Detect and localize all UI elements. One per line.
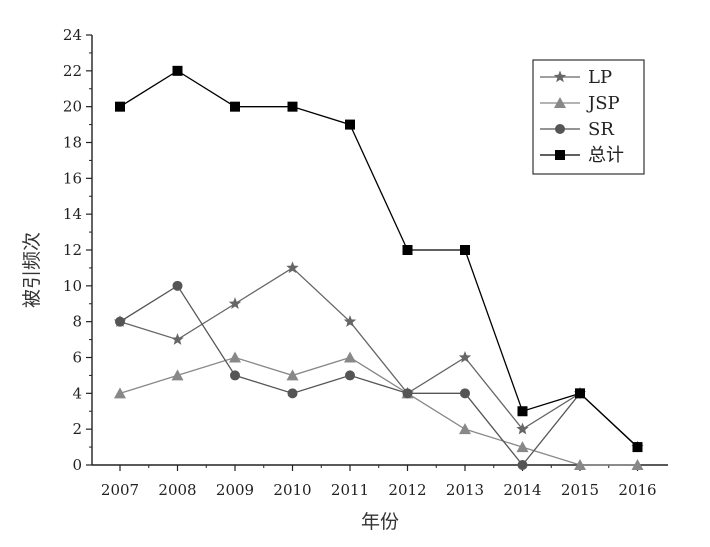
data-point bbox=[402, 388, 413, 399]
y-tick-label: 18 bbox=[63, 134, 82, 152]
legend-marker bbox=[555, 124, 565, 134]
data-point bbox=[343, 315, 357, 327]
data-point bbox=[402, 245, 413, 255]
x-tick-label: 2012 bbox=[388, 481, 426, 499]
data-point bbox=[115, 316, 125, 327]
data-point bbox=[345, 119, 355, 130]
y-tick-label: 6 bbox=[72, 349, 82, 367]
data-point bbox=[517, 406, 528, 417]
legend-label: LP bbox=[588, 67, 612, 88]
data-point bbox=[460, 388, 470, 399]
y-tick-label: 24 bbox=[63, 26, 82, 44]
y-tick-label: 2 bbox=[72, 420, 82, 438]
chart-series bbox=[113, 65, 644, 470]
data-point bbox=[458, 351, 472, 363]
y-tick-label: 4 bbox=[72, 384, 82, 402]
legend-label: 总计 bbox=[588, 145, 624, 166]
x-tick-label: 2009 bbox=[216, 481, 254, 499]
data-point bbox=[172, 65, 183, 76]
y-tick-label: 0 bbox=[72, 456, 82, 474]
x-tick-label: 2014 bbox=[503, 481, 541, 499]
data-point bbox=[286, 261, 299, 274]
data-point bbox=[460, 245, 470, 255]
legend-item: SR bbox=[540, 119, 614, 140]
series-2 bbox=[114, 351, 644, 470]
data-point bbox=[115, 101, 125, 112]
x-tick-label: 2016 bbox=[618, 481, 656, 499]
y-axis-title: 被引频次 bbox=[21, 232, 43, 308]
x-tick-label: 2013 bbox=[446, 481, 484, 499]
y-tick-label: 12 bbox=[63, 241, 82, 259]
x-tick-label: 2008 bbox=[158, 481, 196, 499]
data-point bbox=[286, 369, 299, 381]
legend-item: LP bbox=[540, 67, 612, 88]
x-axis-title: 年份 bbox=[361, 511, 399, 533]
data-point bbox=[172, 280, 183, 291]
data-point bbox=[516, 422, 529, 435]
data-point bbox=[229, 351, 241, 363]
legend-label: JSP bbox=[586, 93, 620, 114]
data-point bbox=[345, 370, 355, 381]
series-1 bbox=[113, 261, 644, 453]
data-point bbox=[171, 333, 184, 345]
data-point bbox=[575, 388, 585, 399]
x-tick-label: 2010 bbox=[273, 481, 311, 499]
data-point bbox=[574, 459, 586, 470]
y-tick-label: 10 bbox=[63, 277, 82, 295]
series-line bbox=[119, 356, 638, 466]
data-point bbox=[344, 351, 356, 363]
y-tick-label: 16 bbox=[63, 169, 82, 187]
y-tick-label: 22 bbox=[63, 62, 82, 80]
y-tick-label: 8 bbox=[72, 313, 82, 331]
data-point bbox=[287, 388, 298, 399]
legend-marker bbox=[554, 97, 566, 108]
data-point bbox=[631, 459, 644, 470]
chart-legend: LP JSP SR 总计 bbox=[532, 59, 645, 175]
data-point bbox=[171, 369, 184, 381]
legend-item: 总计 bbox=[540, 145, 624, 166]
data-point bbox=[459, 423, 471, 435]
data-point bbox=[516, 441, 529, 453]
series-line bbox=[119, 70, 638, 448]
x-tick-label: 2007 bbox=[101, 481, 139, 499]
y-tick-label: 20 bbox=[63, 98, 82, 116]
data-point bbox=[287, 101, 298, 112]
data-point bbox=[632, 442, 643, 453]
legend-marker bbox=[553, 70, 567, 83]
data-point bbox=[228, 297, 242, 310]
data-point bbox=[230, 370, 240, 381]
series-line bbox=[119, 267, 638, 448]
data-point bbox=[517, 460, 528, 470]
y-tick-label: 14 bbox=[63, 205, 82, 223]
data-point bbox=[114, 387, 126, 399]
legend-item: JSP bbox=[540, 93, 620, 114]
x-tick-label: 2015 bbox=[561, 481, 599, 499]
legend-label: SR bbox=[588, 119, 614, 140]
data-point bbox=[230, 101, 240, 112]
series-4 bbox=[115, 65, 643, 453]
x-tick-label: 2011 bbox=[331, 481, 369, 499]
series-line bbox=[119, 284, 638, 467]
legend-marker bbox=[555, 150, 565, 160]
